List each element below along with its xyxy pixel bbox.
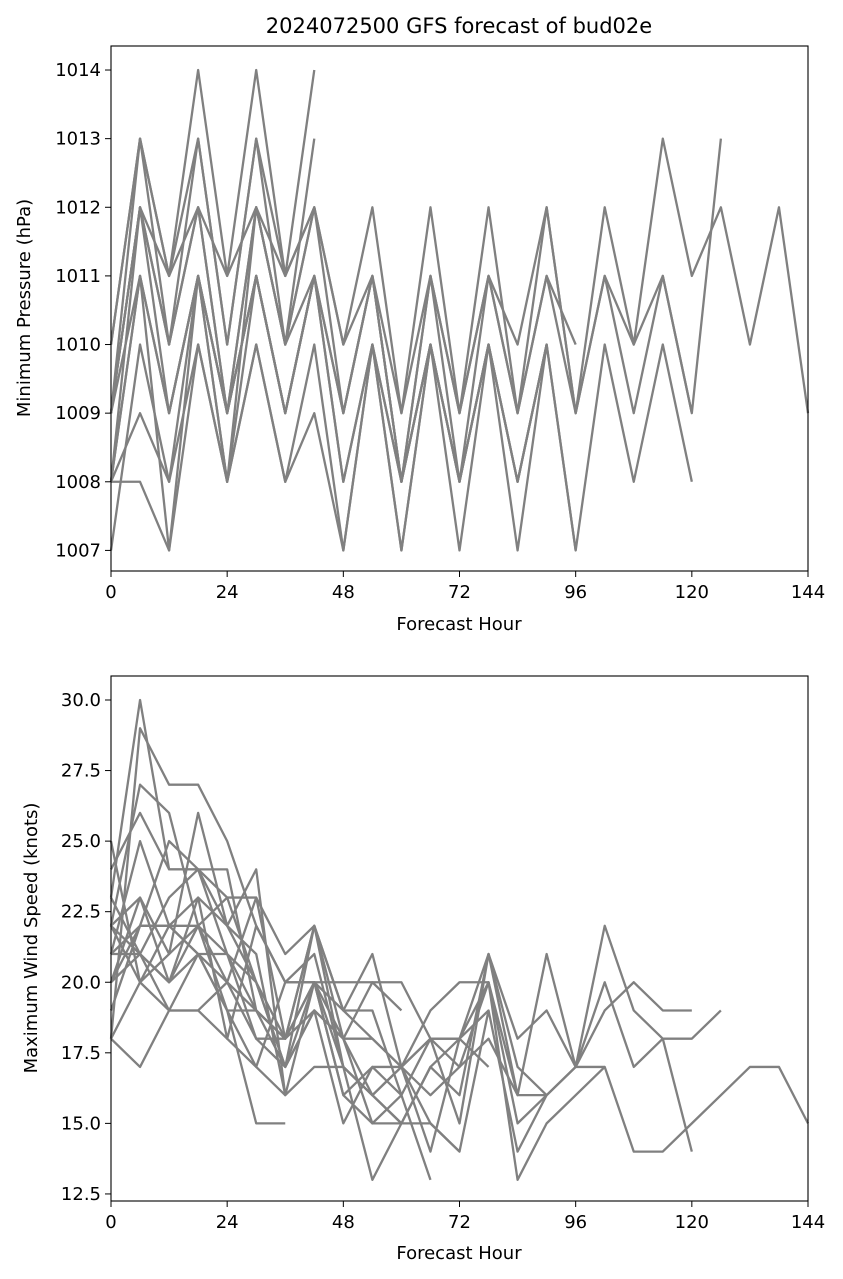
pressure-chart-title: 2024072500 GFS forecast of bud02e: [266, 14, 652, 38]
pressure-y-tick-label: 1012: [55, 197, 101, 218]
wind-series-group: [109, 698, 810, 1181]
wind-x-tick-label: 96: [564, 1212, 587, 1233]
wind-chart: 0 24 48 72 96 120 144 12.5 15.0 17.5 20.0 22.5 25.0…: [21, 675, 825, 1264]
pressure-series-group: [109, 68, 810, 552]
wind-x-tick-label: 120: [675, 1212, 709, 1233]
pressure-chart: 2024072500 GFS forecast of bud02e 0 24 48 7…: [14, 14, 825, 635]
pressure-y-tick-label: 1008: [55, 472, 101, 493]
wind-y-tick-label: 20.0: [61, 972, 101, 993]
wind-y-axis-label: Maximum Wind Speed (knots): [21, 803, 42, 1074]
wind-x-tick-label: 0: [105, 1212, 116, 1233]
pressure-series-line-9: [111, 343, 432, 552]
wind-x-ticks: 0 24 48 72 96 120 144: [105, 1201, 825, 1233]
pressure-series-line-13: [109, 274, 316, 552]
wind-series-line-17: [109, 868, 287, 1096]
pressure-x-tick-label: 120: [675, 582, 709, 603]
wind-x-tick-label: 144: [791, 1212, 825, 1233]
wind-series-line-18: [109, 896, 287, 1040]
wind-y-ticks: 12.5 15.0 17.5 20.0 22.5 25.0 27.5 30.0: [61, 690, 111, 1205]
wind-series-line-10: [110, 952, 490, 1069]
pressure-x-axis-label: Forecast Hour: [396, 614, 522, 635]
pressure-y-tick-label: 1014: [55, 60, 101, 81]
wind-y-tick-label: 15.0: [61, 1113, 101, 1134]
pressure-y-axis-label: Minimum Pressure (hPa): [14, 199, 35, 417]
pressure-x-tick-label: 72: [448, 582, 471, 603]
pressure-series-line-11: [109, 137, 316, 414]
wind-y-tick-label: 30.0: [61, 690, 101, 711]
wind-series-line-14: [109, 840, 403, 1069]
pressure-y-tick-label: 1009: [55, 403, 101, 424]
pressure-y-tick-label: 1007: [55, 540, 101, 561]
wind-x-tick-label: 72: [448, 1212, 471, 1233]
wind-y-tick-label: 25.0: [61, 831, 101, 852]
pressure-y-tick-label: 1010: [55, 335, 101, 356]
pressure-y-tick-label: 1013: [55, 129, 101, 150]
wind-x-axis-label: Forecast Hour: [396, 1243, 522, 1264]
wind-y-tick-label: 12.5: [61, 1184, 101, 1205]
pressure-series-line-12: [109, 206, 316, 483]
pressure-x-tick-label: 96: [564, 582, 587, 603]
pressure-y-ticks: 1007 1008 1009 1010 1011 1012 1013 1014: [55, 60, 111, 561]
pressure-series-line-10: [109, 68, 316, 345]
pressure-y-tick-label: 1011: [55, 266, 101, 287]
pressure-x-tick-label: 144: [791, 582, 825, 603]
wind-y-tick-label: 22.5: [61, 902, 101, 923]
wind-y-tick-label: 27.5: [61, 761, 101, 782]
wind-x-tick-label: 24: [216, 1212, 239, 1233]
pressure-series-line-8: [109, 274, 548, 483]
wind-y-tick-label: 17.5: [61, 1043, 101, 1064]
wind-series-line-13: [109, 698, 403, 1096]
pressure-x-tick-label: 0: [105, 582, 116, 603]
wind-x-tick-label: 48: [332, 1212, 355, 1233]
pressure-x-tick-label: 48: [332, 582, 355, 603]
wind-series-line-15: [111, 896, 403, 1181]
pressure-x-tick-label: 24: [216, 582, 239, 603]
pressure-x-ticks: 0 24 48 72 96 120 144: [105, 571, 825, 603]
